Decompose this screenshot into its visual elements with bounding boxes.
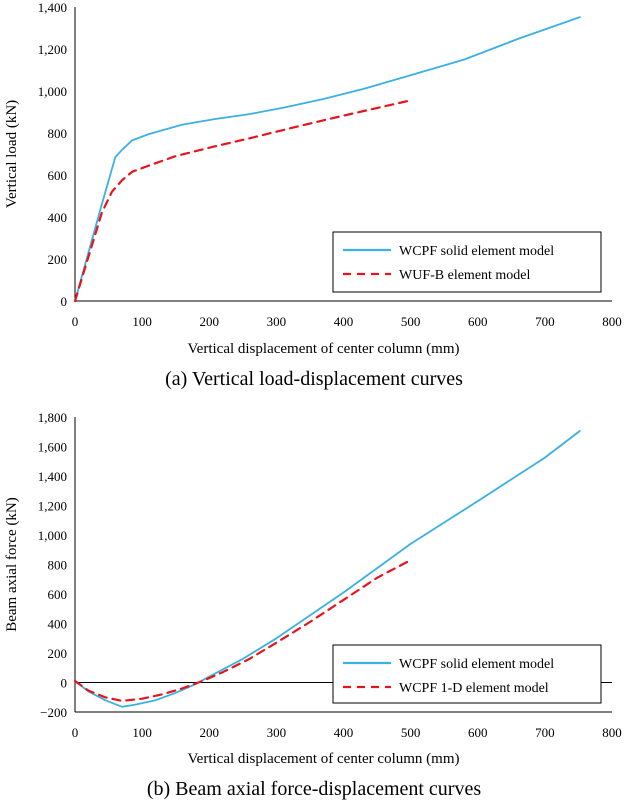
legend-label: WCPF solid element model [399,657,554,672]
figure-caption: (b) Beam axial force-displacement curves [147,778,482,800]
legend: WCPF solid element model WUF-B element mo… [332,231,602,293]
x-tick-label: 400 [334,725,354,740]
legend-box [332,644,602,704]
chart-panel-a: 0 100 200 300 400 500 600 700 800 0 200 400 600 800 1,… [4,0,622,390]
series-line-solid-model [74,430,581,708]
x-tick-label: 500 [401,725,421,740]
y-tick-label: 1,200 [38,499,67,514]
series-line-element-model [73,99,412,303]
y-tick-label: 400 [48,210,68,225]
chart-panel-b: 0 100 200 300 400 500 600 700 800 −200 0 200 400 600 8… [4,410,622,800]
x-tick-label: 600 [468,725,488,740]
y-tick-label: 1,400 [38,0,67,15]
x-tick-label: 0 [72,314,79,329]
x-tick-label: 700 [535,725,555,740]
x-tick-label: 600 [468,314,488,329]
legend-label: WUF-B element model [399,268,531,283]
y-tick-label: 800 [48,126,68,141]
y-tick-label: 0 [61,294,68,309]
y-tick-label: 1,400 [38,469,67,484]
legend-label: WCPF 1-D element model [399,681,549,696]
y-tick-label: −200 [40,705,67,720]
x-tick-label: 0 [72,725,79,740]
x-tick-label: 300 [267,725,287,740]
y-tick-label: 200 [48,252,68,267]
x-tick-label: 700 [535,314,555,329]
y-axis-title: Beam axial force (kN) [4,497,20,632]
x-tick-label: 100 [132,725,152,740]
y-tick-label: 800 [48,558,68,573]
y-tick-label: 400 [48,617,68,632]
y-tick-label: 600 [48,587,68,602]
y-tick-label: 600 [48,168,68,183]
x-tick-label: 100 [132,314,152,329]
y-tick-label: 1,000 [38,84,67,99]
x-tick-label: 800 [602,314,622,329]
x-axis-title: Vertical displacement of center column (… [188,341,460,357]
y-tick-label: 200 [48,646,68,661]
x-tick-label: 200 [200,314,220,329]
y-tick-label: 0 [61,676,68,691]
y-axis-title: Vertical load (kN) [4,100,20,208]
legend: WCPF solid element model WCPF 1-D element… [332,644,602,704]
y-tick-label: 1,800 [38,410,67,425]
x-tick-label: 500 [401,314,421,329]
x-tick-label: 200 [200,725,220,740]
y-tick-label: 1,200 [38,42,67,57]
series-line-element-model [73,558,412,703]
x-tick-label: 300 [267,314,287,329]
x-axis-title: Vertical displacement of center column (… [188,751,460,767]
y-tick-label: 1,000 [38,528,67,543]
x-tick-label: 800 [602,725,622,740]
figure-caption: (a) Vertical load-displacement curves [165,368,463,390]
y-tick-label: 1,600 [38,440,67,455]
legend-box [332,231,602,293]
legend-label: WCPF solid element model [399,244,554,259]
series-line-solid-model [74,16,581,302]
x-tick-label: 400 [334,314,354,329]
